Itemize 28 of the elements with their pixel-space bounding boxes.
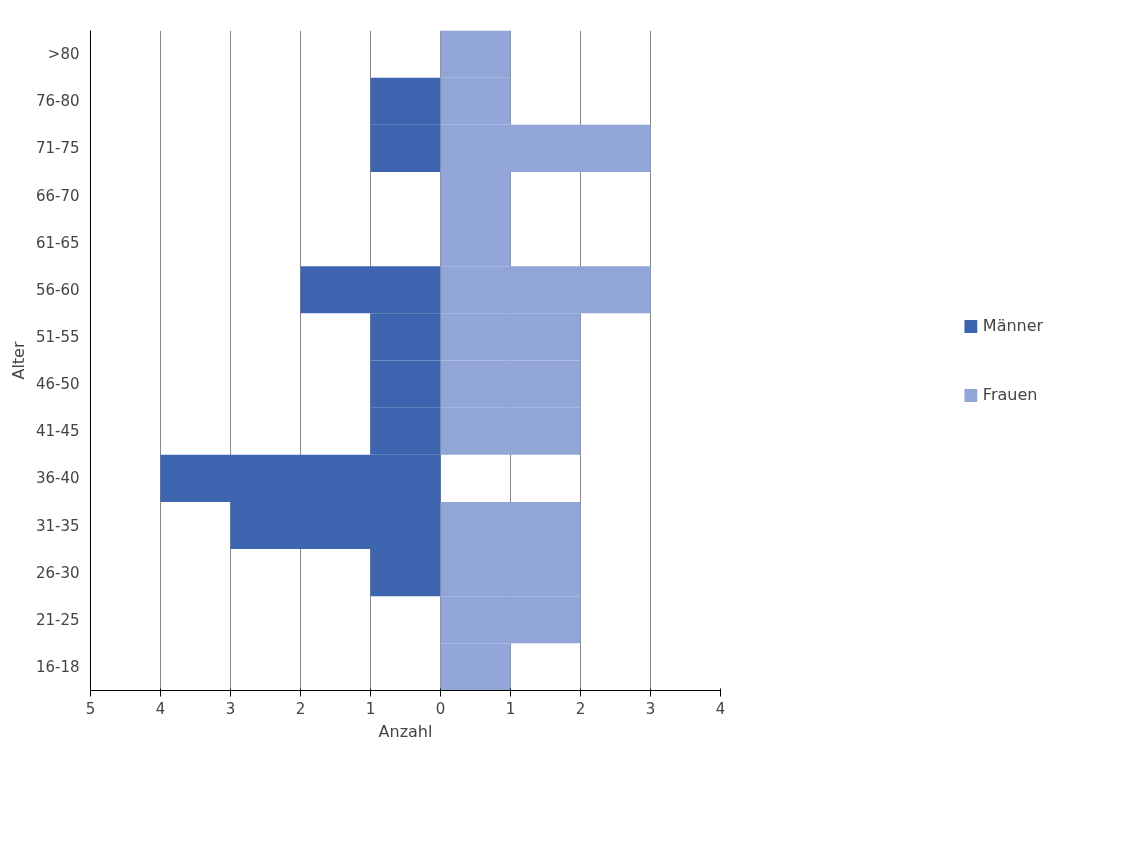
- x-tick-label: 5: [85, 699, 96, 718]
- x-tick-label: 0: [435, 699, 446, 718]
- y-tick-label: 26-30: [35, 563, 80, 582]
- y-tick-label: 21-25: [35, 610, 80, 629]
- x-tick-label: 4: [715, 699, 726, 718]
- y-tick-label: 71-75: [35, 139, 80, 158]
- y-tick-label: 61-65: [35, 233, 80, 252]
- y-tick-label: 76-80: [35, 92, 80, 111]
- x-tick-label: 2: [575, 699, 586, 718]
- y-tick-label: >80: [47, 45, 80, 64]
- y-tick-label: 16-18: [35, 657, 80, 676]
- x-tick-label: 3: [225, 699, 236, 718]
- y-tick-label: 56-60: [35, 280, 80, 299]
- x-tick-label: 1: [505, 699, 516, 718]
- legend-label: Frauen: [982, 385, 1038, 404]
- legend-label: Männer: [982, 316, 1044, 335]
- y-tick-label: 66-70: [35, 186, 80, 205]
- x-tick-label: 3: [645, 699, 656, 718]
- y-tick-label: 51-55: [35, 327, 80, 346]
- y-tick-label: 46-50: [35, 375, 80, 394]
- y-tick-label: 36-40: [35, 469, 80, 488]
- y-tick-label: 31-35: [35, 516, 80, 535]
- x-tick-label: 4: [155, 699, 166, 718]
- y-tick-label: 41-45: [35, 422, 80, 441]
- y-axis-title: Alter: [8, 341, 28, 380]
- x-tick-label: 2: [295, 699, 306, 718]
- x-tick-label: 1: [365, 699, 376, 718]
- x-axis-title: Anzahl: [378, 721, 433, 741]
